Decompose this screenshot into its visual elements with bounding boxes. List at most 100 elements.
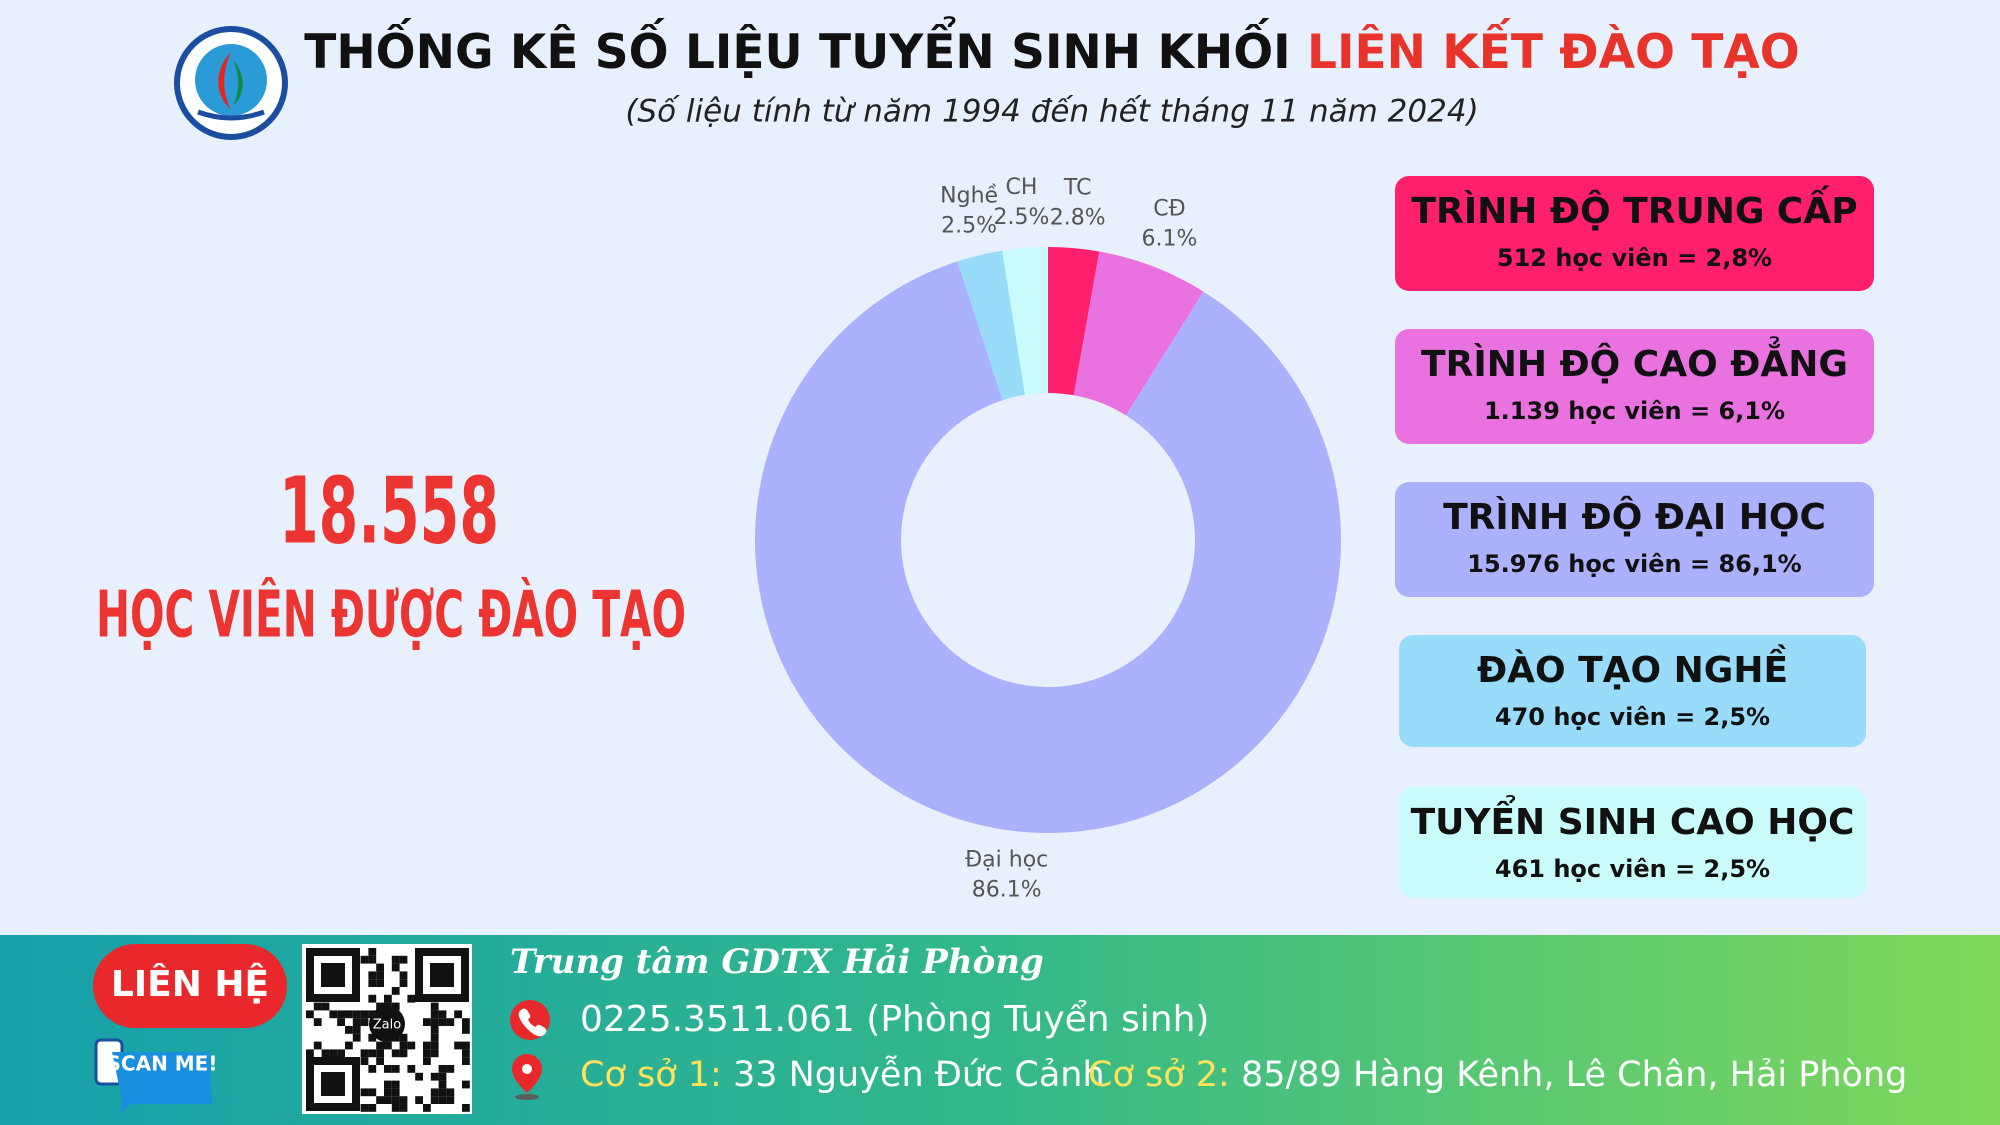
qr-module — [454, 1041, 462, 1050]
qr-module — [399, 979, 408, 987]
qr-finder-core — [430, 963, 454, 987]
campus1-label: Cơ sở 1: — [580, 1055, 722, 1095]
qr-module — [360, 1049, 369, 1058]
qr-module — [430, 1049, 439, 1058]
card-title: TRÌNH ĐỘ TRUNG CẤP — [1411, 185, 1857, 232]
qr-module — [360, 955, 369, 964]
total-label: HỌC VIÊN ĐƯỢC ĐÀO TẠO — [96, 577, 686, 653]
qr-module — [391, 955, 400, 964]
qr-module — [399, 1033, 408, 1042]
qr-module — [430, 1002, 439, 1011]
qr-module — [438, 1080, 447, 1089]
qr-module — [368, 994, 377, 1003]
title-main: THỐNG KÊ SỐ LIỆU TUYỂN SINH KHỐI — [304, 17, 1290, 80]
qr-module — [384, 994, 392, 1003]
qr-module — [446, 1096, 455, 1104]
qr-module — [430, 1026, 439, 1034]
qr-module — [352, 1033, 361, 1042]
qr-module — [360, 1104, 369, 1112]
qr-module — [423, 1049, 431, 1058]
qr-finder-core — [321, 1072, 345, 1096]
org-name: Trung tâm GDTX Hải Phòng — [510, 942, 1044, 982]
card — [1395, 482, 1874, 597]
qr-module — [462, 1041, 470, 1050]
qr-module — [407, 1065, 416, 1073]
qr-module — [384, 1041, 392, 1050]
donut-slice — [957, 250, 1026, 401]
card — [1395, 329, 1874, 444]
location-icon — [512, 1054, 542, 1100]
qr-finder-core — [321, 963, 345, 987]
qr-module — [368, 1033, 377, 1042]
donut-slice — [1048, 247, 1100, 396]
qr-module — [438, 1088, 447, 1097]
card-title: TRÌNH ĐỘ CAO ĐẲNG — [1421, 336, 1848, 385]
qr-module — [391, 987, 400, 995]
contact-button[interactable] — [93, 944, 287, 1028]
qr-module — [438, 1018, 447, 1026]
qr-module — [415, 1096, 423, 1104]
qr-module — [337, 1018, 345, 1026]
qr-module — [415, 1072, 423, 1081]
qr-module — [345, 1010, 353, 1019]
qr-code: Zalo — [302, 944, 472, 1114]
qr-module — [430, 1033, 439, 1042]
qr-module — [306, 1049, 314, 1058]
qr-module — [384, 1096, 392, 1104]
qr-module — [376, 1096, 384, 1104]
qr-module — [329, 1049, 338, 1058]
card-detail: 470 học viên = 2,5% — [1495, 703, 1770, 731]
qr-module — [376, 979, 384, 987]
qr-module — [368, 955, 377, 964]
qr-module — [337, 1049, 345, 1058]
donut-slice — [1073, 251, 1204, 416]
qr-module — [376, 1041, 384, 1050]
card-detail: 461 học viên = 2,5% — [1495, 855, 1770, 883]
qr-module — [368, 1088, 377, 1097]
qr-module — [391, 1088, 400, 1097]
qr-module — [399, 1049, 408, 1058]
slice-value-label: 6.1% — [1142, 227, 1198, 252]
donut-slice — [755, 261, 1342, 833]
campus1-address: 33 Nguyễn Đức Cảnh — [733, 1054, 1105, 1095]
card-detail: 15.976 học viên = 86,1% — [1467, 550, 1801, 578]
slice-label: Nghề — [940, 183, 998, 208]
qr-module — [399, 1104, 408, 1112]
qr-module — [430, 1088, 439, 1097]
qr-module — [368, 1065, 377, 1073]
qr-module — [430, 1096, 439, 1104]
qr-module — [407, 994, 416, 1003]
qr-module — [423, 1018, 431, 1026]
qr-module — [368, 1049, 377, 1058]
qr-module — [462, 1026, 470, 1034]
slice-value-label: 86.1% — [972, 877, 1042, 902]
qr-module — [391, 1002, 400, 1011]
qr-module — [438, 1096, 447, 1104]
qr-module — [368, 979, 377, 987]
scan-me-badge: SCAN ME! — [94, 1038, 217, 1114]
qr-module — [345, 1041, 353, 1050]
card-detail: 512 học viên = 2,8% — [1497, 244, 1772, 272]
qr-module — [376, 1002, 384, 1011]
qr-module — [329, 1010, 338, 1019]
qr-module — [446, 1018, 455, 1026]
qr-module — [438, 1072, 447, 1081]
qr-module — [360, 1057, 369, 1065]
phone: 0225.3511.061 (Phòng Tuyển sinh) — [580, 999, 1209, 1040]
qr-module — [391, 963, 400, 972]
qr-module — [438, 1010, 447, 1019]
slice-label: CĐ — [1153, 197, 1185, 222]
slice-value-label: 2.5% — [941, 213, 997, 238]
qr-module — [430, 1041, 439, 1050]
qr-module — [360, 1010, 369, 1019]
subtitle: (Số liệu tính từ năm 1994 đến hết tháng … — [625, 94, 1478, 130]
qr-module — [399, 1096, 408, 1104]
qr-module — [368, 948, 377, 956]
qr-module — [391, 1080, 400, 1089]
slice-label: TC — [1063, 175, 1092, 200]
qr-module — [391, 1049, 400, 1058]
qr-module — [352, 1026, 361, 1034]
